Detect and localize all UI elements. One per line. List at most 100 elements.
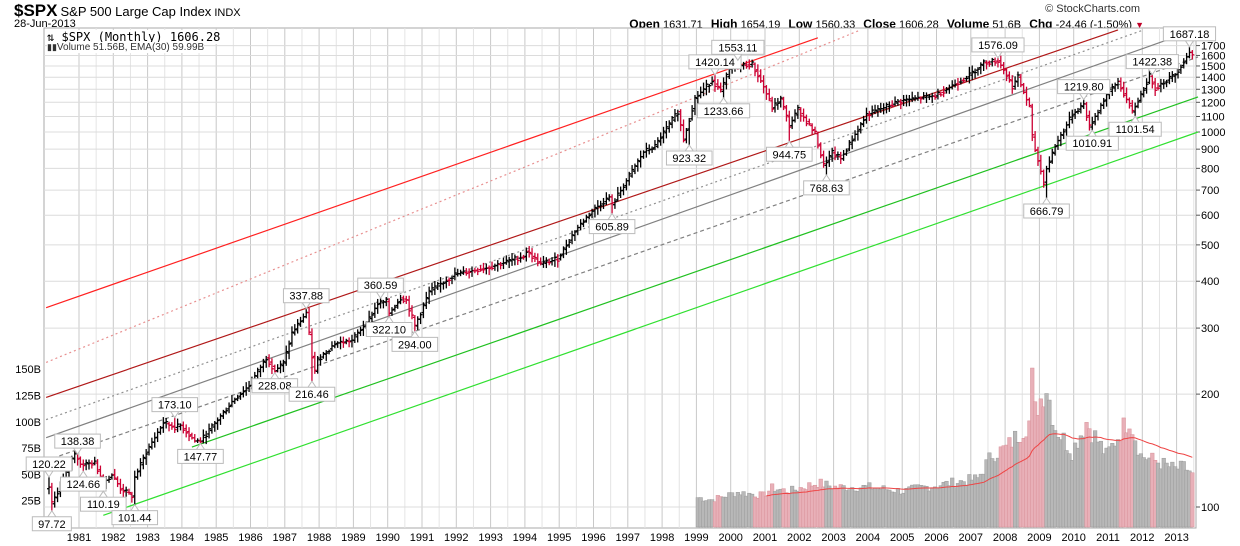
ohlc-bar <box>375 298 380 314</box>
volume-legend: ▮▮Volume 51.56B, EMA(30) 59.99B <box>47 42 205 53</box>
ohlc-bar <box>887 101 892 112</box>
ohlc-bar <box>510 253 515 266</box>
y-tick-label: 900 <box>1201 144 1219 156</box>
x-tick-label: 1981 <box>67 532 91 544</box>
ohlc-bar <box>901 94 906 107</box>
ohlc-bar <box>358 326 363 337</box>
credit: © StockCharts.com <box>1045 3 1140 15</box>
x-tick-label: 1996 <box>581 532 605 544</box>
ohlc-bar <box>255 367 260 381</box>
ohlc-bar <box>1075 107 1080 115</box>
x-tick-label: 1990 <box>375 532 399 544</box>
annotation-box <box>588 219 636 235</box>
y-tick-label: 1500 <box>1201 61 1225 73</box>
annotation-pointer <box>719 96 728 105</box>
plot-area <box>43 27 1197 529</box>
ohlc-bar <box>378 298 383 309</box>
ohlc-bar <box>655 137 660 149</box>
annotation-pointer <box>784 140 794 148</box>
x-tick-label: 1997 <box>616 532 640 544</box>
annotation-pointer <box>44 470 54 478</box>
ohlc-bar <box>84 459 89 471</box>
annotation-box <box>1108 121 1162 137</box>
ohlc-bar <box>1153 78 1158 96</box>
ohlc-bar <box>915 91 920 101</box>
ohlc-bar <box>295 319 300 334</box>
ohlc-bar <box>824 156 829 175</box>
annotation-label: 1422.38 <box>1132 57 1172 69</box>
ohlc-bar <box>1121 81 1126 98</box>
annotation-box <box>971 37 1025 53</box>
trend-channel-line <box>45 29 861 363</box>
ohlc-bar <box>933 93 938 100</box>
x-tick-label: 1998 <box>650 532 674 544</box>
ohlc-bar <box>112 468 117 480</box>
ohlc-bars-icon: ⇅ <box>47 30 55 44</box>
price-annotation: 1687.18 <box>1162 26 1217 48</box>
ohlc-bar <box>327 349 332 355</box>
volume-legend-text: Volume 51.56B, EMA(30) 59.99B <box>56 42 205 53</box>
ohlc-bar <box>467 268 472 279</box>
ohlc-bar <box>718 82 723 93</box>
ohlc-bar <box>712 74 717 92</box>
ohlc-bar <box>695 90 700 105</box>
ohlc-bar <box>910 91 915 103</box>
volume-tick-label: 150B <box>15 364 41 376</box>
annotation-label: 944.75 <box>772 149 806 161</box>
ohlc-bar <box>144 448 149 465</box>
annotation-box <box>282 288 330 304</box>
y-tick-label: 1000 <box>1201 127 1225 139</box>
annotation-label: 228.08 <box>258 381 292 393</box>
ohlc-bar <box>461 266 466 275</box>
ohlc-bar <box>272 364 277 373</box>
annotation-label: 216.46 <box>295 389 329 401</box>
ohlc-bar <box>815 131 820 149</box>
ohlc-bar <box>352 332 357 343</box>
annotation-label: 147.77 <box>184 451 218 463</box>
annotation-pointer <box>307 380 317 388</box>
x-tick-label: 2008 <box>993 532 1017 544</box>
x-tick-label: 2003 <box>821 532 845 544</box>
annotation-box <box>151 397 199 413</box>
ohlc-bar <box>307 307 312 336</box>
ohlc-bar <box>52 491 57 508</box>
ohlc-bar <box>778 95 783 108</box>
ohlc-bar <box>187 427 192 442</box>
x-tick-label: 2004 <box>856 532 880 544</box>
ohlc-bar <box>409 305 414 320</box>
volume-tick-label: 75B <box>21 443 41 455</box>
ohlc-bar <box>281 359 286 373</box>
x-tick-label: 1994 <box>513 532 537 544</box>
ohlc-bar <box>1015 71 1020 87</box>
price-annotation: 97.72 <box>31 509 72 532</box>
y-tick-label: 1700 <box>1201 41 1225 53</box>
ohlc-bar <box>538 257 543 266</box>
annotation-box <box>365 322 413 338</box>
annotation-pointer <box>733 54 743 62</box>
ohlc-bar <box>601 197 606 209</box>
price-annotation: 228.08 <box>251 371 299 394</box>
annotation-box <box>251 378 299 394</box>
ohlc-bar <box>181 421 186 434</box>
x-tick-label: 2009 <box>1027 532 1051 544</box>
ohlc-bar <box>978 62 983 75</box>
x-tick-label: 2010 <box>1061 532 1085 544</box>
ohlc-bar <box>432 280 437 295</box>
ohlc-bar <box>515 255 520 266</box>
exchange: INDX <box>214 7 241 19</box>
x-tick-label: 2007 <box>959 532 983 544</box>
symbol: $SPX <box>14 1 58 20</box>
annotation-label: 120.22 <box>32 459 66 471</box>
ohlc-bar <box>450 275 455 285</box>
ohlc-bar <box>953 79 958 88</box>
ohlc-bar <box>401 295 406 304</box>
annotation-pointer <box>1079 93 1089 101</box>
ohlc-bar <box>855 125 860 141</box>
ohlc-bar <box>95 459 100 475</box>
ohlc-bar <box>458 269 463 277</box>
ohlc-bar <box>561 246 566 259</box>
ohlc-bar <box>332 340 337 349</box>
ohlc-bar <box>1027 97 1032 108</box>
ohlc-bar <box>135 468 140 480</box>
annotation-pointer <box>1042 197 1051 205</box>
